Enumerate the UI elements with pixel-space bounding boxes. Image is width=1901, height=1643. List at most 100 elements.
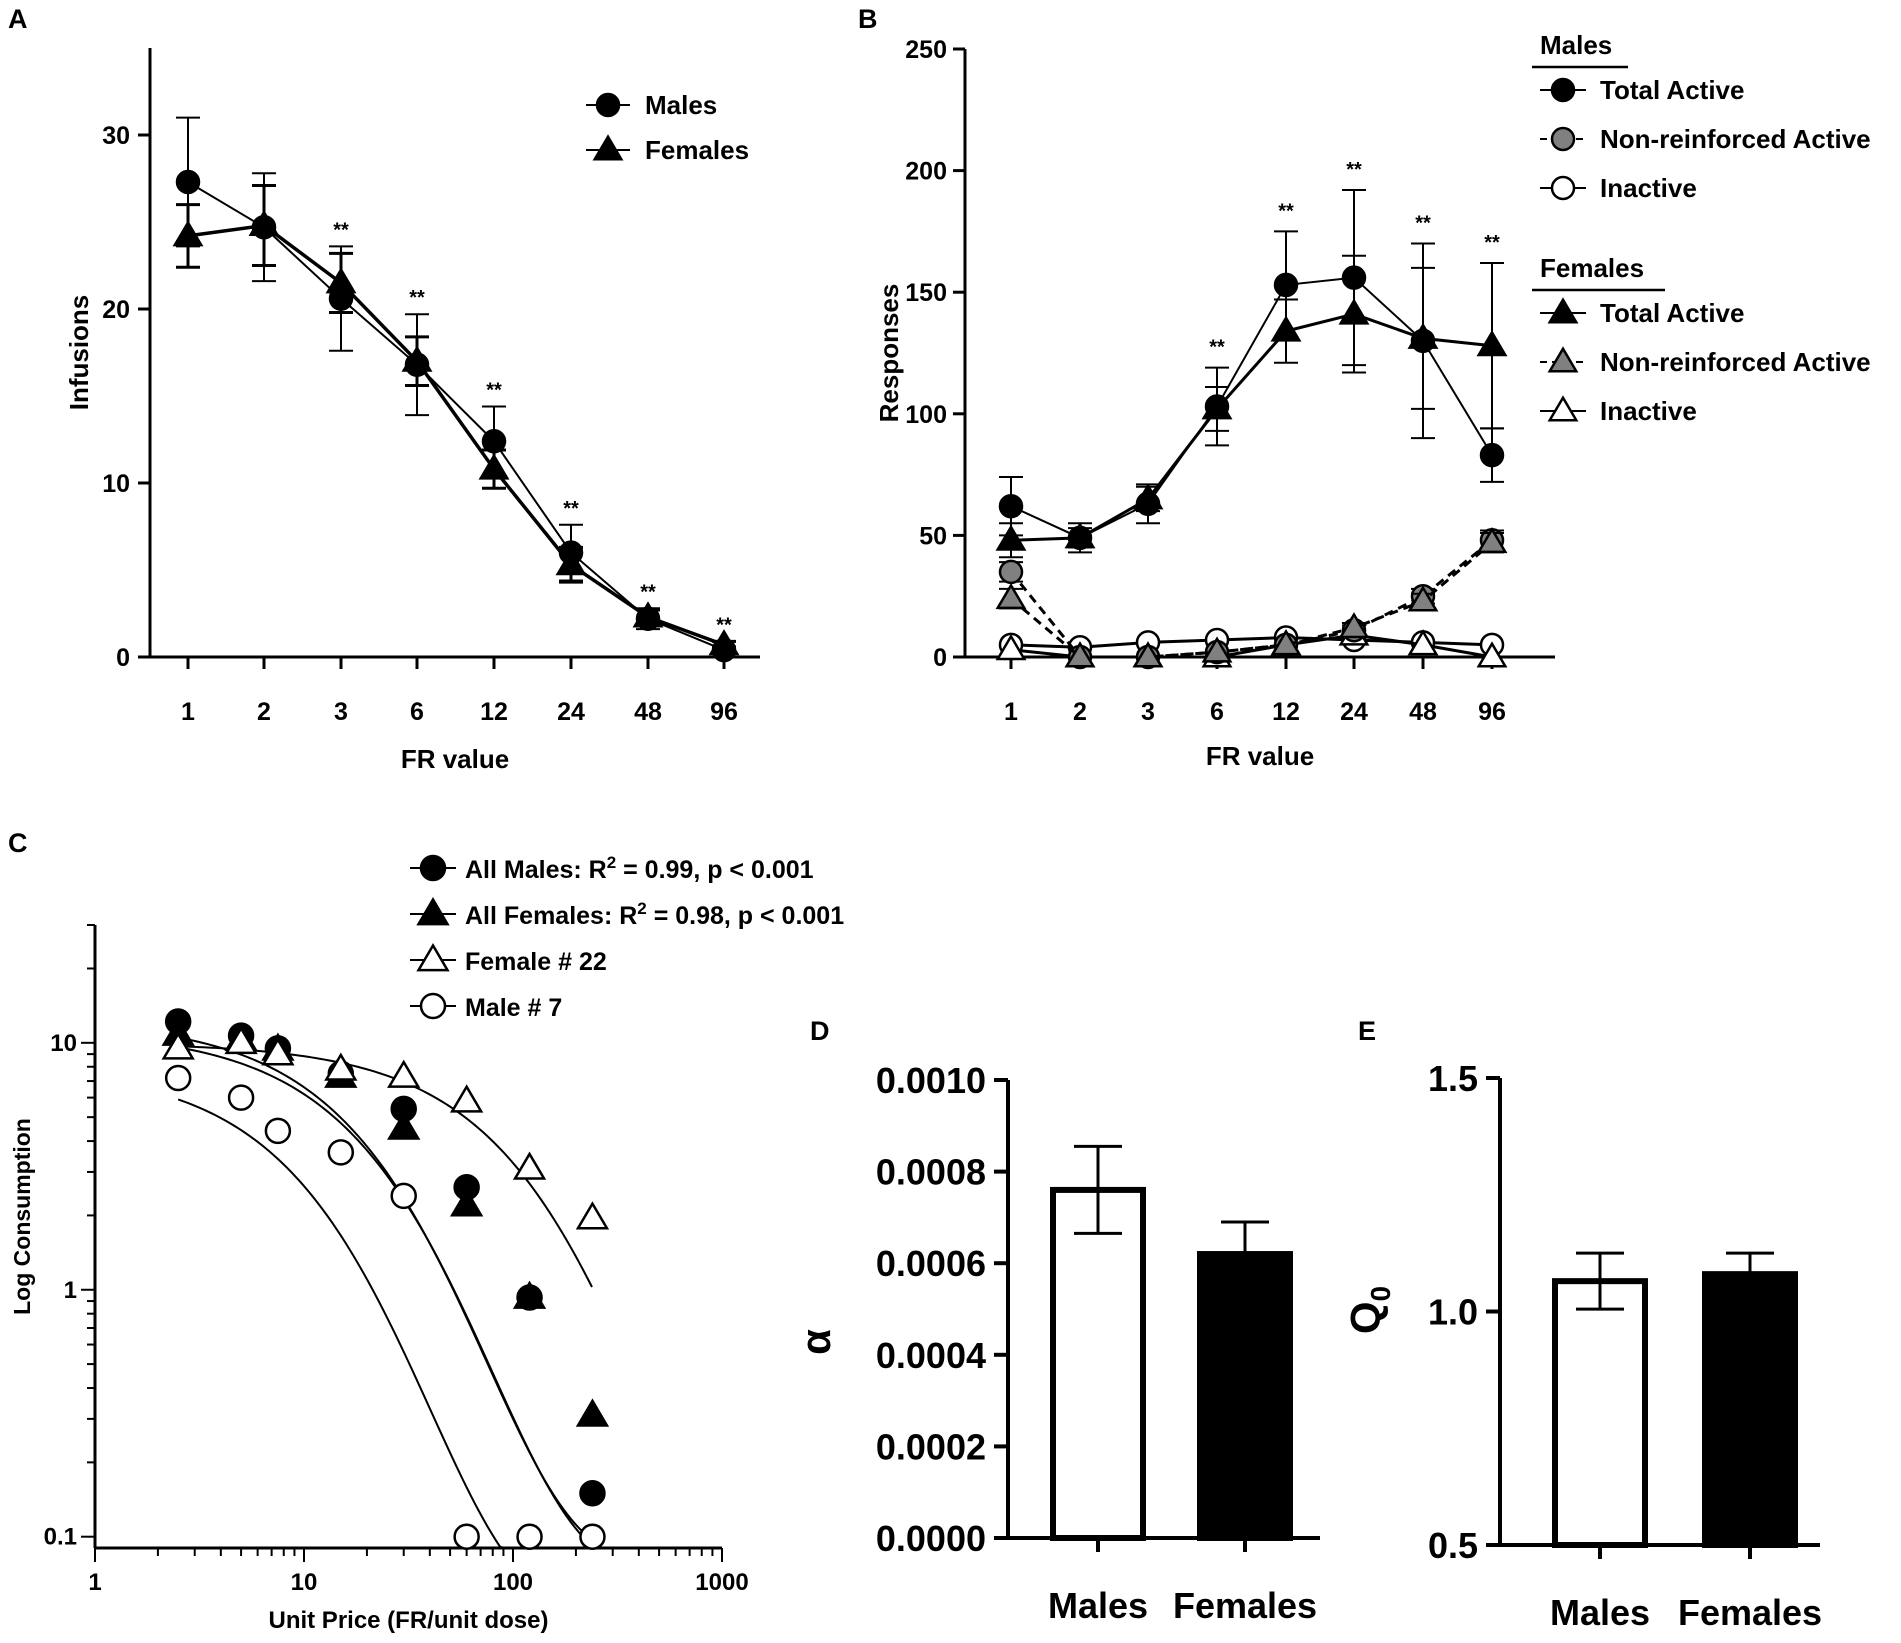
legend-marker — [416, 897, 450, 926]
data-point — [387, 1111, 421, 1140]
data-point — [449, 1188, 484, 1217]
panel-label-e: E — [1358, 1016, 1376, 1046]
y-tick-label: 1.0 — [1428, 1292, 1478, 1333]
y-tick-label: 0.1 — [44, 1524, 77, 1551]
data-point — [161, 1031, 195, 1060]
legend-label: Male # 7 — [465, 994, 562, 1022]
data-point — [1476, 641, 1508, 668]
data-point — [998, 559, 1024, 585]
data-point — [478, 453, 510, 480]
bar-males — [1050, 1186, 1146, 1542]
data-point — [175, 169, 201, 195]
fit-curve — [177, 1046, 593, 1547]
legend-marker-females — [592, 134, 624, 161]
x-tick-label: 96 — [710, 698, 738, 726]
y-tick-label: 250 — [905, 36, 947, 64]
data-point — [1410, 328, 1436, 354]
legend-marker — [1547, 395, 1579, 422]
y-tick-label: 0.0002 — [876, 1426, 986, 1467]
legend-group-males: Males — [1540, 30, 1612, 60]
x-axis-title: Unit Price (FR/unit dose) — [268, 1607, 548, 1634]
data-point — [632, 601, 664, 628]
data-point — [1476, 526, 1508, 554]
y-tick-label: 0.0008 — [876, 1152, 986, 1193]
series-females-total-active — [995, 254, 1508, 559]
significance-marker: ** — [409, 287, 425, 309]
legend-label-males: Males — [645, 90, 717, 120]
bar-males — [1552, 1278, 1648, 1549]
data-point — [390, 1182, 417, 1210]
y-tick-label: 30 — [102, 122, 130, 150]
y-tick-label: 20 — [102, 296, 130, 324]
data-point — [1204, 394, 1230, 419]
legend-label: Inactive — [1600, 396, 1697, 426]
y-tick-label: 10 — [50, 1030, 77, 1057]
data-point — [995, 582, 1027, 610]
data-point — [1132, 641, 1164, 668]
x-tick-label: 6 — [1210, 698, 1224, 726]
x-tick-label: 12 — [1272, 698, 1300, 726]
data-point — [164, 1064, 192, 1092]
y-tick-label: 50 — [919, 522, 947, 550]
y-tick-label: 10 — [102, 470, 130, 498]
data-point — [1338, 612, 1370, 639]
legend-marker — [416, 943, 450, 972]
significance-marker: ** — [1278, 200, 1294, 222]
y-tick-label: 0.5 — [1428, 1525, 1478, 1566]
legend-marker — [1550, 77, 1576, 103]
x-tick-label: 96 — [1478, 698, 1506, 726]
y-axis-title: Log Consumption — [9, 1118, 35, 1315]
data-point — [512, 1280, 547, 1309]
data-point — [261, 1037, 295, 1066]
legend-marker — [419, 854, 447, 882]
significance-marker: ** — [640, 581, 656, 603]
data-point — [1476, 329, 1508, 357]
x-tick-label: 24 — [557, 698, 585, 726]
data-point — [555, 549, 587, 576]
y-tick-label: 150 — [905, 279, 947, 307]
x-tick-label: 6 — [410, 698, 424, 726]
y-axis-title: Q0 — [1342, 1286, 1396, 1334]
data-point — [453, 1523, 480, 1550]
data-point — [325, 267, 357, 294]
significance-marker: ** — [563, 498, 579, 520]
y-tick-label: 0 — [933, 644, 947, 672]
data-point — [516, 1523, 543, 1550]
x-tick-label: 24 — [1340, 698, 1368, 726]
series-females — [172, 183, 740, 656]
series-male-7 — [164, 1064, 606, 1550]
x-tick-label: 1000 — [695, 1569, 748, 1596]
legend-label: All Females: R2 = 0.98, p < 0.001 — [465, 899, 844, 930]
series-males — [175, 116, 737, 663]
data-point — [224, 1025, 258, 1055]
legend-label: All Males: R2 = 0.99, p < 0.001 — [465, 853, 814, 884]
data-point — [1407, 629, 1439, 656]
x-tick-label: 48 — [634, 698, 662, 726]
data-point — [401, 345, 433, 372]
legend-label: Inactive — [1600, 173, 1697, 203]
legend-label: Non-reinforced Active — [1600, 347, 1871, 377]
data-point — [579, 1479, 606, 1507]
y-tick-label: 0.0000 — [876, 1518, 986, 1559]
legend-marker — [1550, 126, 1576, 152]
x-tick-label: Females — [1678, 1592, 1822, 1633]
panel-label-a: A — [8, 4, 28, 34]
bar-females — [1702, 1271, 1798, 1548]
panel-label-b: B — [858, 4, 878, 34]
significance-marker: ** — [1346, 159, 1362, 181]
legend-label: Total Active — [1600, 75, 1744, 105]
data-point — [264, 1117, 292, 1145]
data-point — [995, 633, 1027, 661]
data-point — [708, 629, 740, 656]
significance-marker: ** — [1415, 213, 1431, 235]
x-tick-label: 12 — [480, 698, 508, 726]
data-point — [1479, 442, 1505, 468]
data-point — [1201, 636, 1233, 663]
y-axis-title: Responses — [874, 284, 904, 423]
x-tick-label: 1 — [1004, 698, 1018, 726]
data-point — [1270, 629, 1302, 656]
bar-females — [1197, 1251, 1293, 1542]
series-female-22 — [161, 1025, 610, 1288]
y-axis-title: Infusions — [64, 295, 94, 411]
